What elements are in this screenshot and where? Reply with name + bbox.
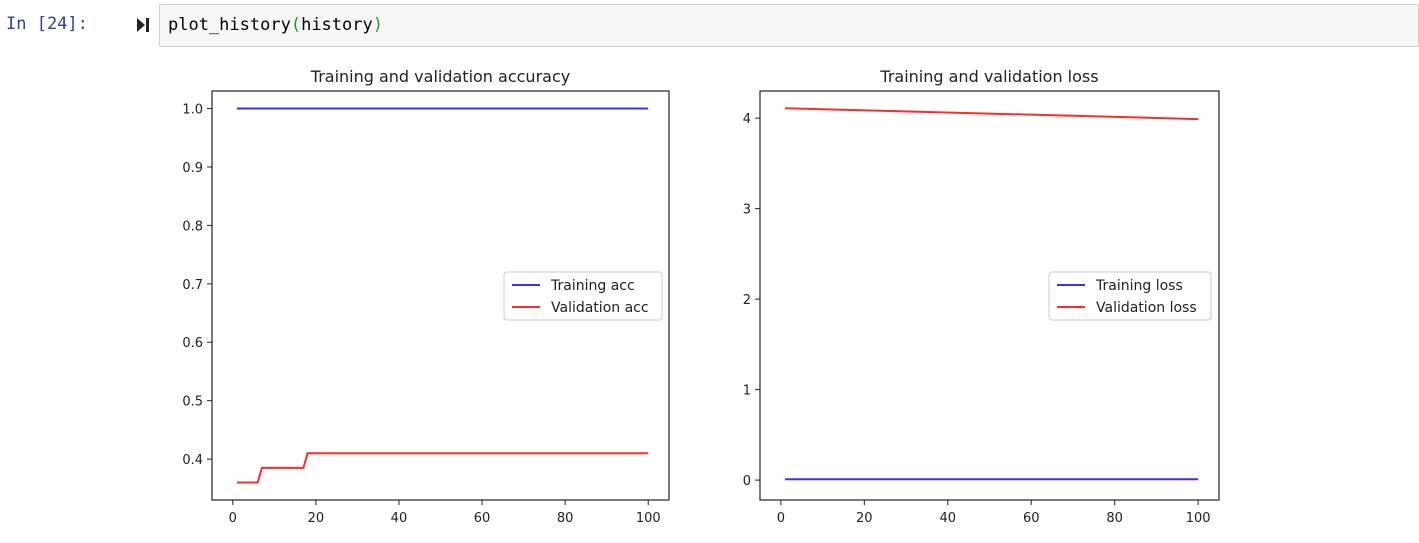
legend-box bbox=[1048, 271, 1212, 321]
series-line-1 bbox=[236, 452, 649, 484]
code-function: plot_history bbox=[168, 15, 291, 35]
code-cell-input[interactable]: plot_history(history) bbox=[159, 4, 1419, 47]
y-tick-label: 3 bbox=[743, 203, 751, 218]
x-tick-label: 80 bbox=[1106, 511, 1123, 526]
x-tick-label: 60 bbox=[1023, 511, 1040, 526]
legend: Training acc Validation acc bbox=[503, 271, 663, 321]
cell-prompt: In [24]: bbox=[6, 14, 88, 34]
x-tick-label: 20 bbox=[856, 511, 873, 526]
x-tick-label: 40 bbox=[939, 511, 956, 526]
x-tick-label: 40 bbox=[391, 511, 408, 526]
legend: Training loss Validation loss bbox=[1048, 271, 1212, 321]
run-cell-icon[interactable] bbox=[136, 17, 150, 33]
x-tick-label: 80 bbox=[557, 511, 574, 526]
x-tick-label: 20 bbox=[308, 511, 325, 526]
y-tick-label: 4 bbox=[743, 112, 751, 127]
code-text: plot_history(history) bbox=[168, 15, 383, 35]
x-tick-label: 100 bbox=[1186, 511, 1211, 526]
y-tick-label: 0.5 bbox=[182, 395, 203, 410]
code-paren-open: ( bbox=[290, 15, 302, 35]
y-tick-label: 1.0 bbox=[182, 103, 203, 118]
chart-title: Training and validation loss bbox=[879, 67, 1098, 86]
x-tick-label: 0 bbox=[777, 511, 785, 526]
legend-label: Validation acc bbox=[551, 300, 649, 316]
x-tick-label: 0 bbox=[229, 511, 237, 526]
code-argument: history bbox=[301, 15, 373, 35]
code-paren-close: ) bbox=[372, 15, 383, 35]
legend-label: Validation loss bbox=[1096, 300, 1197, 316]
series-line-1 bbox=[784, 107, 1199, 121]
y-tick-label: 0.7 bbox=[182, 278, 203, 293]
y-tick-label: 1 bbox=[743, 384, 751, 399]
y-tick-label: 0.9 bbox=[182, 161, 203, 176]
legend-label: Training acc bbox=[550, 278, 635, 294]
chart-title: Training and validation accuracy bbox=[310, 67, 570, 86]
x-tick-label: 60 bbox=[474, 511, 491, 526]
legend-label: Training loss bbox=[1095, 278, 1183, 294]
axes-frame bbox=[211, 90, 670, 501]
y-tick-label: 2 bbox=[743, 293, 751, 308]
x-tick-label: 100 bbox=[636, 511, 661, 526]
y-tick-label: 0 bbox=[743, 474, 751, 489]
y-tick-label: 0.4 bbox=[182, 453, 203, 468]
y-tick-label: 0.6 bbox=[182, 336, 203, 351]
y-tick-label: 0.8 bbox=[182, 219, 203, 234]
axes-frame bbox=[759, 90, 1220, 501]
chart-0: Training and validation accuracy 0 20 40 60 8… bbox=[182, 67, 670, 526]
legend-box bbox=[503, 271, 663, 321]
